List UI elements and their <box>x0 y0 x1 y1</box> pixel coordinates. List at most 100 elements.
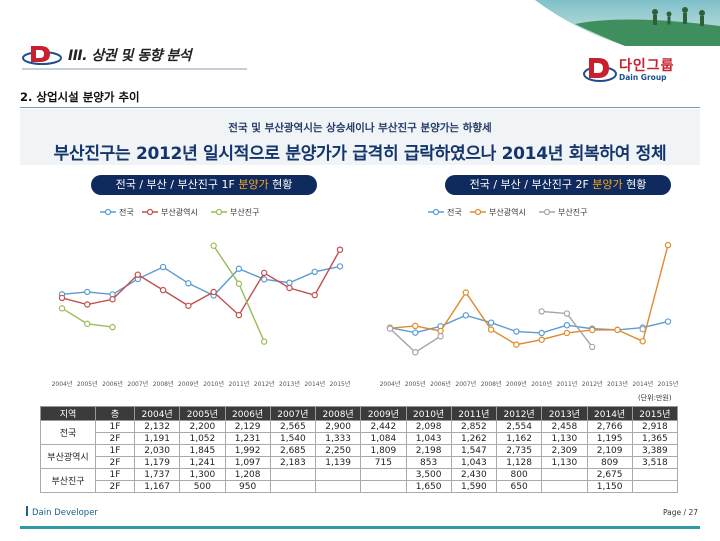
table-value-cell: 715 <box>360 456 407 469</box>
chart2-title-floor: 2F <box>575 178 589 191</box>
chart2-title: 전국 / 부산 / 부산진구 2F 분양가 현황 <box>445 175 671 195</box>
table-header-cell: 2012년 <box>495 406 543 421</box>
chart2-series-2-point-6 <box>538 308 545 315</box>
table-header-cell: 층 <box>95 406 135 421</box>
chart2-series-1-point-1 <box>412 322 419 330</box>
table-floor-cell: 1F <box>95 468 135 481</box>
table-value-cell: 2,430 <box>450 468 498 481</box>
chart1-title-highlight: 분양가 <box>238 178 269 191</box>
table-value-cell <box>269 480 317 493</box>
table-value-cell <box>631 468 679 481</box>
chart1-title-prefix: 전국 / 부산 / 부산진구 <box>115 178 222 191</box>
chart1-series-0-point-11 <box>336 263 344 270</box>
chart2-series-0-point-1 <box>412 329 419 336</box>
table-value-cell: 2,183 <box>269 456 317 469</box>
chart1-title: 전국 / 부산 / 부산진구 1F 분양가 현황 <box>91 175 317 195</box>
table-value-cell: 853 <box>405 456 452 469</box>
chart2-series-0-point-11 <box>664 318 672 325</box>
chart2-series-0-point-4 <box>487 319 495 326</box>
chart2-legend-item-2: 부산진구 <box>539 207 587 217</box>
chart1-series-1-point-0 <box>58 294 66 302</box>
chart2-x-tick-4: 2008년 <box>481 380 502 388</box>
chart2-x-tick-2: 2006년 <box>430 380 451 388</box>
chart1-series-0-point-9 <box>286 279 293 286</box>
table-value-cell: 1,590 <box>450 480 498 493</box>
table-value-cell: 1,809 <box>360 444 407 457</box>
top-decoration-image <box>535 0 720 46</box>
table-header-cell: 2008년 <box>314 406 362 421</box>
chart1-series-0-point-7 <box>235 265 243 272</box>
chart1-series-2-point-2 <box>109 323 116 331</box>
chart2-series-2-point-0 <box>386 325 394 332</box>
table-header-cell: 2011년 <box>450 406 498 421</box>
chart1-legend-label-1: 부산광역시 <box>161 207 198 217</box>
chart1-x-tick-8: 2012년 <box>254 380 275 388</box>
chart2-x-tick-1: 2005년 <box>405 380 426 388</box>
chart2-series-1-point-4 <box>487 326 495 333</box>
table-value-cell: 1,547 <box>450 444 498 457</box>
brand-logo: 다인그룹 Dain Group <box>583 56 708 86</box>
table-value-cell: 1,365 <box>631 432 679 445</box>
table-value-cell <box>541 468 588 481</box>
chart2-legend-label-1: 부산광역시 <box>489 207 526 217</box>
table-value-cell: 809 <box>586 456 633 469</box>
chart1-x-tick-6: 2010년 <box>203 380 224 388</box>
table-value-cell: 2,735 <box>495 444 543 457</box>
table-value-cell: 1,162 <box>495 432 543 445</box>
chart1-series-1-point-11 <box>336 246 344 253</box>
section-header: III. 상권 및 동향 분석 <box>22 44 192 66</box>
table-header-cell: 지역 <box>40 406 96 421</box>
table-row: 전국 1F 2,132 2,200 2,129 2,565 2,900 2,442 2,098 2… <box>40 420 679 445</box>
table-row: 부산광역시 1F 2,030 1,845 1,992 2,685 2,250 1,809 2,1… <box>40 444 679 469</box>
chart2-series-0-point-6 <box>538 329 545 337</box>
table-value-cell: 1,650 <box>405 480 452 493</box>
table-value-cell: 1,231 <box>224 432 271 445</box>
table-value-cell: 3,518 <box>631 456 679 469</box>
chart2-series-0-point-5 <box>513 328 520 335</box>
table-value-cell <box>541 480 588 493</box>
table-value-cell: 1,043 <box>450 456 498 469</box>
chart1-series-2-line-1 <box>213 245 265 342</box>
brand-name: 다인그룹 <box>619 58 675 74</box>
table-floor-cell: 1F <box>95 444 135 457</box>
chart1-series-1-point-1 <box>84 301 91 308</box>
footer-bar <box>20 526 700 529</box>
chart1-legend-label-0: 전국 <box>119 207 134 217</box>
chart1-series-0-point-10 <box>311 268 318 276</box>
chart1-series-0-point-5 <box>185 280 192 287</box>
table-value-cell <box>360 468 407 481</box>
table-value-cell: 1,179 <box>133 456 181 469</box>
table-value-cell: 650 <box>495 480 543 493</box>
chart2-x-tick-3: 2007년 <box>455 380 476 388</box>
table-value-cell: 2,900 <box>314 420 362 433</box>
table-value-cell: 1,300 <box>179 468 226 481</box>
chart1-series-1-point-5 <box>185 302 192 309</box>
table-value-cell: 2,554 <box>495 420 543 433</box>
table-value-cell: 2,200 <box>179 420 226 433</box>
chart1-x-tick-9: 2013년 <box>279 380 300 388</box>
chart1-series-0-line-0 <box>61 265 341 297</box>
table-value-cell: 1,084 <box>360 432 407 445</box>
table-value-cell: 2,766 <box>586 420 633 433</box>
chart1-line-chart: 전국 부산광역시 부산진구 2004년 2005년 2006년 2007년 2008년 2009… <box>52 207 350 388</box>
chart2-legend-item-1: 부산광역시 <box>470 207 526 217</box>
table-header-cell: 2013년 <box>541 406 588 421</box>
chart2-series-1-point-5 <box>513 341 520 348</box>
table-value-cell: 1,097 <box>224 456 271 469</box>
table-value-cell <box>631 480 679 493</box>
table-value-cell: 1,333 <box>314 432 362 445</box>
chart1-series-2-point-7 <box>235 280 243 287</box>
table-value-cell: 1,992 <box>224 444 271 457</box>
chart2-x-tick-11: 2015년 <box>658 380 678 388</box>
chart2-x-tick-7: 2011년 <box>557 380 578 388</box>
table-value-cell: 2,918 <box>631 420 679 433</box>
chart2-x-tick-9: 2013년 <box>607 380 628 388</box>
chart1-series-1-point-3 <box>134 271 142 278</box>
table-value-cell: 1,195 <box>586 432 633 445</box>
table-value-cell <box>360 480 407 493</box>
chart1-x-tick-0: 2004년 <box>52 380 73 388</box>
chart2-series-1-point-8 <box>588 326 596 334</box>
table-row: 부산진구 1F 1,737 1,300 1,208 3,500 2,430 800 2,675 <box>40 468 679 493</box>
table-value-cell: 1,052 <box>179 432 226 445</box>
